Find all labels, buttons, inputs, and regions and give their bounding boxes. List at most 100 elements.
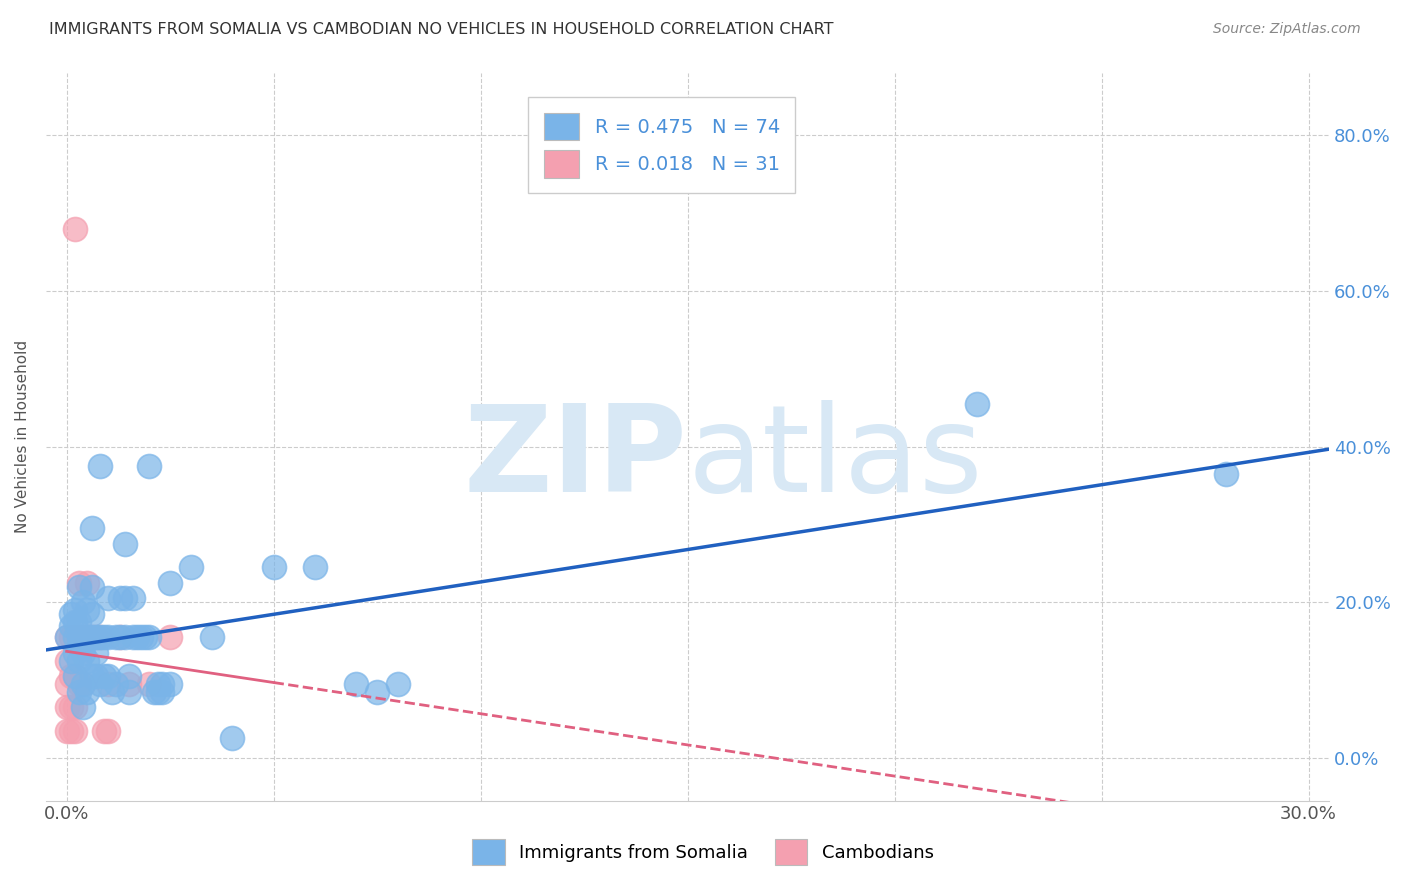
Point xyxy=(966,397,988,411)
Point xyxy=(80,630,103,644)
Point xyxy=(114,630,136,644)
Point xyxy=(55,630,77,644)
Point xyxy=(97,630,120,644)
Point xyxy=(221,731,243,746)
Point xyxy=(67,615,90,629)
Point xyxy=(110,630,132,644)
Point xyxy=(67,684,90,698)
Point xyxy=(97,677,120,691)
Point xyxy=(159,630,181,644)
Point xyxy=(80,521,103,535)
Y-axis label: No Vehicles in Household: No Vehicles in Household xyxy=(15,340,30,533)
Point xyxy=(76,684,98,698)
Point xyxy=(122,630,145,644)
Point xyxy=(89,677,111,691)
Text: Source: ZipAtlas.com: Source: ZipAtlas.com xyxy=(1213,22,1361,37)
Point xyxy=(55,677,77,691)
Point xyxy=(387,677,409,691)
Point xyxy=(67,654,90,668)
Legend: R = 0.475   N = 74, R = 0.018   N = 31: R = 0.475 N = 74, R = 0.018 N = 31 xyxy=(529,97,796,193)
Point xyxy=(97,591,120,606)
Point xyxy=(125,630,148,644)
Text: ZIP: ZIP xyxy=(464,401,688,517)
Point xyxy=(89,458,111,473)
Point xyxy=(67,630,90,644)
Point xyxy=(59,630,82,644)
Point xyxy=(89,630,111,644)
Point xyxy=(129,630,152,644)
Point xyxy=(63,221,86,235)
Point xyxy=(55,654,77,668)
Point xyxy=(63,630,86,644)
Point xyxy=(114,537,136,551)
Point xyxy=(346,677,368,691)
Point xyxy=(67,630,90,644)
Point xyxy=(84,646,107,660)
Point xyxy=(67,575,90,590)
Point xyxy=(72,677,94,691)
Point xyxy=(80,669,103,683)
Point xyxy=(59,700,82,714)
Point xyxy=(80,580,103,594)
Point xyxy=(63,669,86,683)
Point xyxy=(72,677,94,691)
Point xyxy=(200,630,222,644)
Text: atlas: atlas xyxy=(688,401,983,517)
Point xyxy=(142,684,165,698)
Point xyxy=(1215,467,1237,481)
Point xyxy=(59,618,82,632)
Point xyxy=(159,677,181,691)
Point xyxy=(138,677,160,691)
Point xyxy=(97,723,120,738)
Point xyxy=(63,615,86,629)
Point xyxy=(63,630,86,644)
Point xyxy=(63,603,86,617)
Point xyxy=(67,638,90,652)
Point xyxy=(72,630,94,644)
Point xyxy=(59,669,82,683)
Point xyxy=(110,591,132,606)
Point xyxy=(263,560,285,574)
Point xyxy=(63,646,86,660)
Point xyxy=(93,630,115,644)
Point xyxy=(76,630,98,644)
Point xyxy=(110,630,132,644)
Point xyxy=(72,700,94,714)
Point xyxy=(105,677,128,691)
Point xyxy=(180,560,202,574)
Point xyxy=(138,630,160,644)
Point xyxy=(55,700,77,714)
Point xyxy=(72,630,94,644)
Point xyxy=(80,630,103,644)
Point xyxy=(76,630,98,644)
Point xyxy=(72,595,94,609)
Legend: Immigrants from Somalia, Cambodians: Immigrants from Somalia, Cambodians xyxy=(463,830,943,874)
Point xyxy=(97,669,120,683)
Point xyxy=(84,630,107,644)
Point xyxy=(76,654,98,668)
Point xyxy=(150,684,173,698)
Point xyxy=(122,591,145,606)
Point xyxy=(63,669,86,683)
Point xyxy=(59,654,82,668)
Point xyxy=(146,677,169,691)
Point xyxy=(72,646,94,660)
Point xyxy=(366,684,388,698)
Text: IMMIGRANTS FROM SOMALIA VS CAMBODIAN NO VEHICLES IN HOUSEHOLD CORRELATION CHART: IMMIGRANTS FROM SOMALIA VS CAMBODIAN NO … xyxy=(49,22,834,37)
Point xyxy=(63,700,86,714)
Point xyxy=(118,684,141,698)
Point xyxy=(55,723,77,738)
Point xyxy=(114,591,136,606)
Point xyxy=(76,575,98,590)
Point xyxy=(67,677,90,691)
Point xyxy=(134,630,156,644)
Point xyxy=(101,684,124,698)
Point xyxy=(63,723,86,738)
Point xyxy=(150,677,173,691)
Point xyxy=(89,630,111,644)
Point xyxy=(105,630,128,644)
Point xyxy=(84,630,107,644)
Point xyxy=(118,669,141,683)
Point xyxy=(138,458,160,473)
Point xyxy=(84,669,107,683)
